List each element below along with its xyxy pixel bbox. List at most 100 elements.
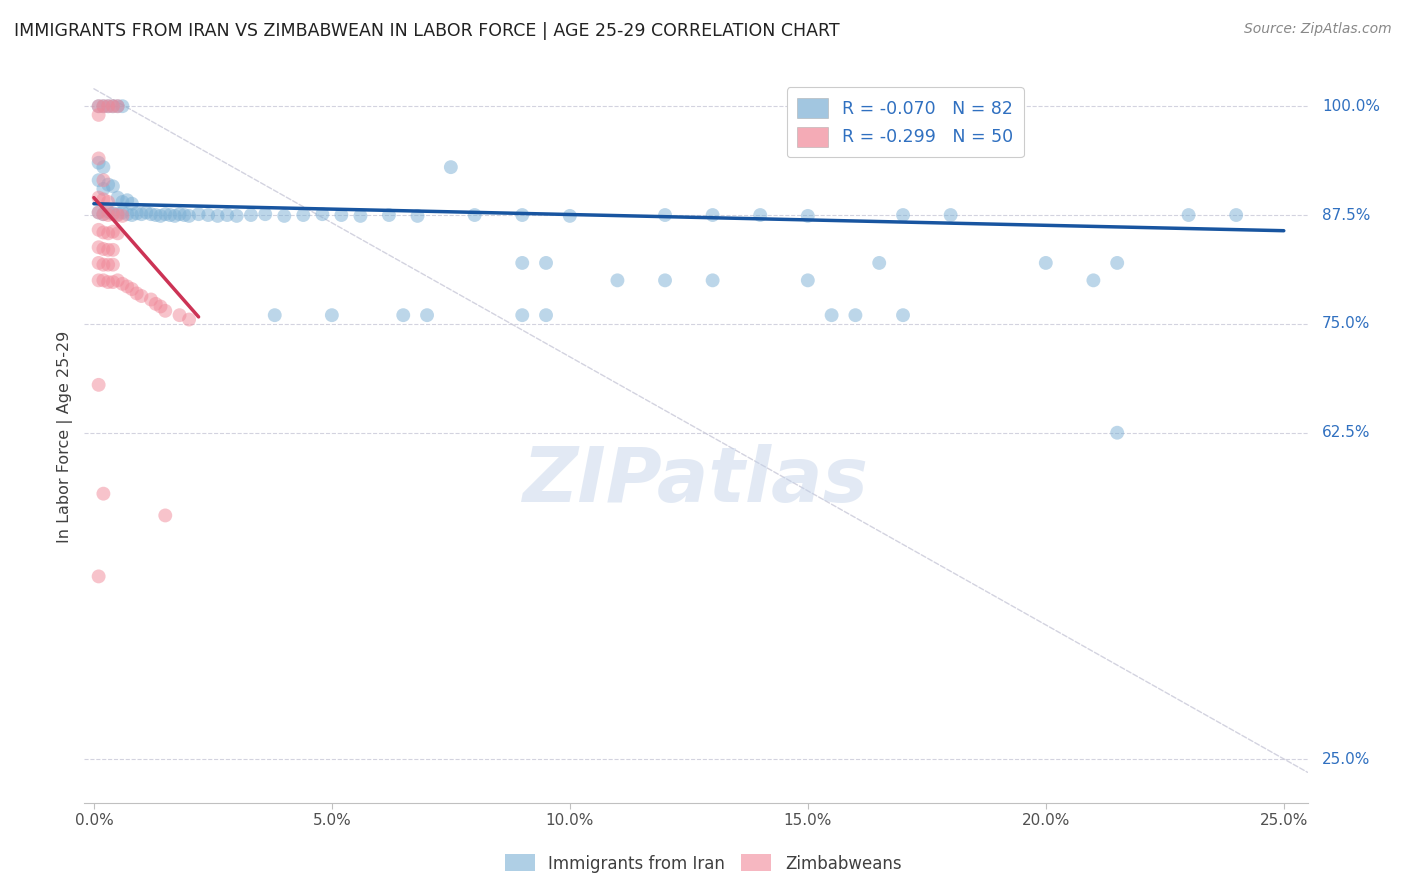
- Point: [111, 277, 134, 291]
- Point: [97, 204, 120, 219]
- Point: [510, 256, 533, 270]
- Point: [125, 286, 148, 301]
- Text: ZIPatlas: ZIPatlas: [523, 444, 869, 518]
- Point: [131, 207, 153, 221]
- Point: [97, 258, 120, 272]
- Point: [121, 208, 143, 222]
- Point: [93, 99, 115, 113]
- Point: [155, 508, 177, 523]
- Point: [93, 242, 115, 256]
- Point: [93, 160, 115, 174]
- Point: [169, 207, 191, 221]
- Point: [97, 194, 120, 209]
- Point: [197, 208, 219, 222]
- Point: [87, 569, 110, 583]
- Point: [820, 308, 842, 322]
- Text: IMMIGRANTS FROM IRAN VS ZIMBABWEAN IN LABOR FORCE | AGE 25-29 CORRELATION CHART: IMMIGRANTS FROM IRAN VS ZIMBABWEAN IN LA…: [14, 22, 839, 40]
- Point: [254, 207, 277, 221]
- Text: 100.0%: 100.0%: [1322, 99, 1379, 113]
- Point: [101, 207, 124, 221]
- Point: [149, 209, 172, 223]
- Point: [107, 227, 129, 241]
- Point: [87, 240, 110, 254]
- Point: [115, 193, 138, 207]
- Point: [510, 308, 533, 322]
- Point: [87, 377, 110, 392]
- Point: [378, 208, 401, 222]
- Point: [702, 273, 724, 287]
- Point: [169, 308, 191, 322]
- Point: [145, 297, 167, 311]
- Point: [321, 308, 343, 322]
- Text: Source: ZipAtlas.com: Source: ZipAtlas.com: [1244, 22, 1392, 37]
- Point: [868, 256, 890, 270]
- Point: [97, 178, 120, 192]
- Point: [292, 208, 315, 222]
- Point: [87, 223, 110, 237]
- Point: [702, 208, 724, 222]
- Legend: R = -0.070   N = 82, R = -0.299   N = 50: R = -0.070 N = 82, R = -0.299 N = 50: [786, 87, 1024, 157]
- Point: [93, 182, 115, 196]
- Point: [1107, 425, 1129, 440]
- Point: [416, 308, 439, 322]
- Point: [97, 208, 120, 222]
- Point: [101, 258, 124, 272]
- Point: [93, 258, 115, 272]
- Point: [107, 273, 129, 287]
- Point: [155, 303, 177, 318]
- Point: [349, 209, 371, 223]
- Point: [101, 243, 124, 257]
- Point: [93, 193, 115, 207]
- Point: [145, 208, 167, 222]
- Point: [155, 207, 177, 221]
- Point: [115, 207, 138, 221]
- Point: [392, 308, 415, 322]
- Point: [93, 99, 115, 113]
- Point: [207, 209, 229, 223]
- Point: [749, 208, 772, 222]
- Point: [149, 300, 172, 314]
- Point: [97, 275, 120, 289]
- Point: [97, 243, 120, 257]
- Point: [311, 207, 333, 221]
- Point: [534, 256, 557, 270]
- Point: [139, 207, 162, 221]
- Point: [510, 208, 533, 222]
- Point: [891, 208, 914, 222]
- Point: [163, 209, 186, 223]
- Point: [159, 208, 181, 222]
- Point: [111, 209, 134, 223]
- Point: [107, 99, 129, 113]
- Point: [87, 99, 110, 113]
- Point: [173, 208, 195, 222]
- Point: [273, 209, 295, 223]
- Point: [107, 191, 129, 205]
- Point: [177, 312, 200, 326]
- Point: [87, 273, 110, 287]
- Point: [330, 208, 353, 222]
- Text: 75.0%: 75.0%: [1322, 317, 1371, 332]
- Point: [87, 108, 110, 122]
- Point: [464, 208, 486, 222]
- Point: [87, 205, 110, 219]
- Point: [111, 194, 134, 209]
- Point: [87, 256, 110, 270]
- Point: [406, 209, 429, 223]
- Point: [101, 99, 124, 113]
- Point: [121, 196, 143, 211]
- Point: [101, 179, 124, 194]
- Text: 87.5%: 87.5%: [1322, 208, 1371, 222]
- Point: [797, 273, 820, 287]
- Point: [1225, 208, 1247, 222]
- Point: [1177, 208, 1199, 222]
- Point: [107, 207, 129, 221]
- Point: [87, 99, 110, 113]
- Point: [87, 191, 110, 205]
- Point: [217, 208, 239, 222]
- Point: [606, 273, 628, 287]
- Text: 62.5%: 62.5%: [1322, 425, 1371, 441]
- Point: [97, 99, 120, 113]
- Point: [101, 206, 124, 220]
- Point: [93, 486, 115, 500]
- Legend: Immigrants from Iran, Zimbabweans: Immigrants from Iran, Zimbabweans: [498, 847, 908, 880]
